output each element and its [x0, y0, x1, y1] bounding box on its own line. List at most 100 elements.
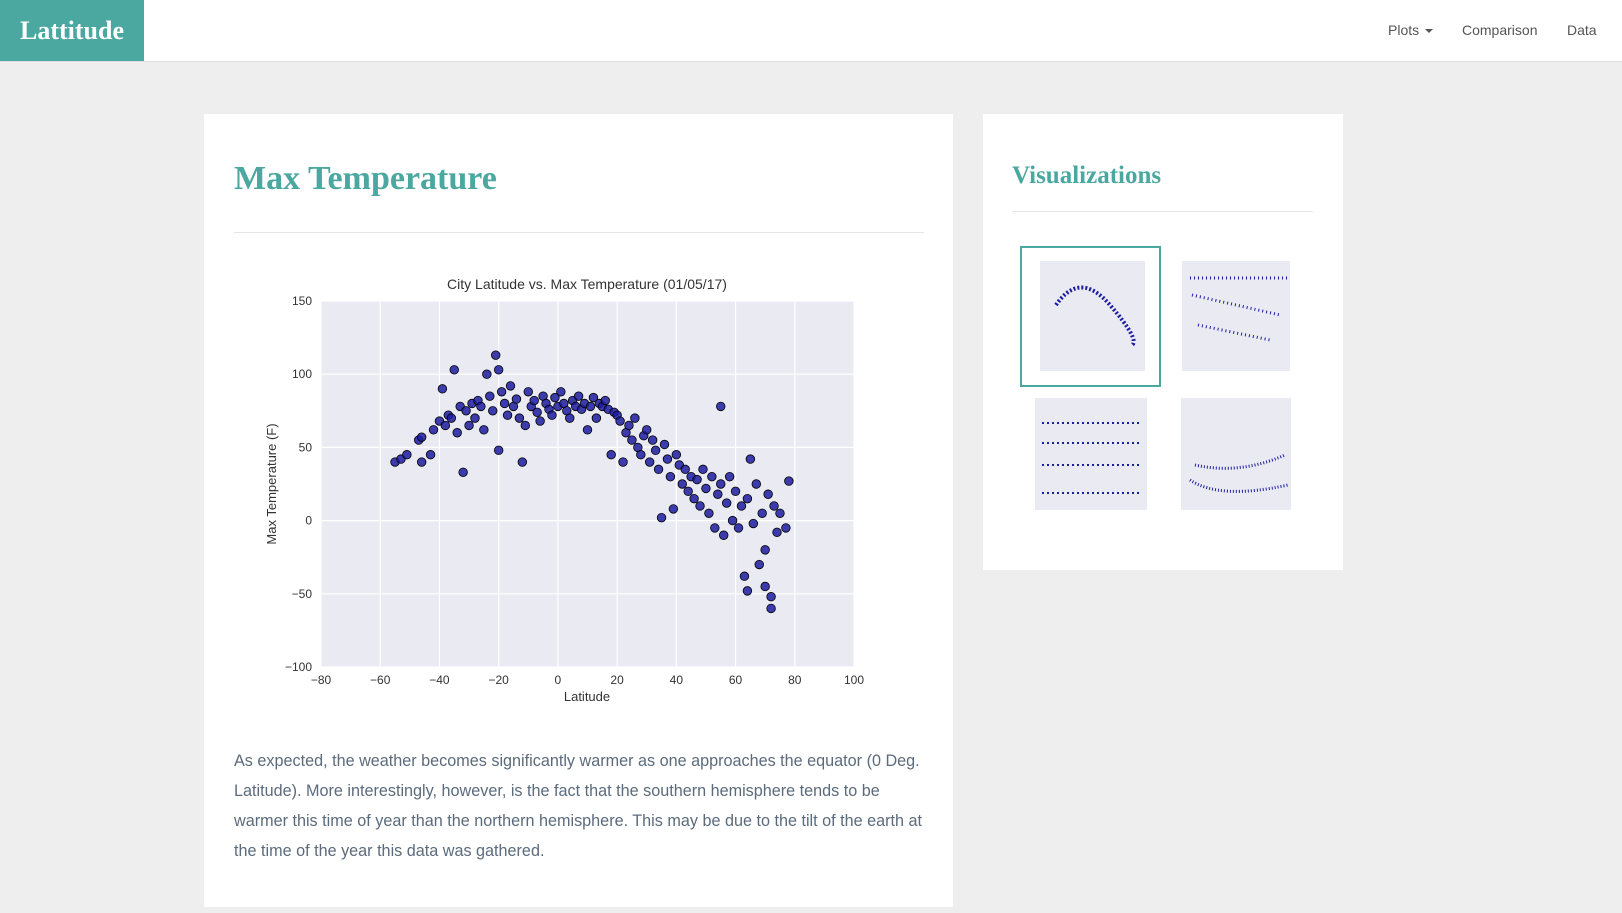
point	[763, 489, 773, 499]
point	[437, 384, 448, 394]
point	[766, 592, 776, 602]
point	[482, 369, 492, 379]
divider	[1012, 211, 1313, 212]
nav-comparison[interactable]: Comparison	[1462, 22, 1538, 38]
point	[449, 365, 459, 375]
point	[532, 407, 542, 417]
point	[547, 410, 557, 420]
point	[402, 450, 412, 460]
point	[695, 501, 705, 511]
chart: City Latitude vs. Max Temperature (01/05…	[264, 276, 864, 704]
point	[461, 406, 471, 416]
point	[757, 508, 767, 518]
point	[485, 391, 495, 401]
x-tick-label: 100	[844, 673, 864, 687]
point	[496, 387, 507, 397]
point	[416, 457, 427, 467]
point	[739, 571, 750, 581]
x-tick-label: 60	[729, 673, 743, 687]
point	[446, 413, 456, 423]
nav-label: Plots	[1388, 22, 1420, 38]
description: As expected, the weather becomes signifi…	[234, 752, 923, 860]
sidebar-title: Visualizations	[1012, 162, 1162, 189]
point	[716, 479, 726, 489]
point	[627, 435, 637, 445]
point	[650, 445, 661, 456]
point	[644, 457, 655, 467]
point	[692, 474, 702, 485]
point	[766, 603, 776, 614]
point	[677, 479, 687, 489]
point	[470, 413, 480, 423]
y-tick-label: −100	[285, 660, 312, 674]
point	[615, 416, 625, 426]
point	[647, 435, 658, 445]
point	[751, 479, 761, 489]
point	[710, 523, 720, 533]
point	[520, 420, 531, 431]
point	[585, 401, 596, 412]
x-tick-label: −80	[311, 673, 332, 687]
point	[479, 425, 489, 435]
point	[760, 581, 770, 592]
point	[529, 395, 539, 406]
thumbnail-plot[interactable]	[1181, 398, 1291, 510]
point	[716, 401, 726, 412]
y-tick-label: 150	[292, 294, 312, 308]
point	[606, 450, 616, 460]
thumbnail-plot[interactable]	[1035, 398, 1147, 510]
point	[668, 504, 679, 514]
y-axis-label: Max Temperature (F)	[264, 423, 279, 544]
point	[662, 454, 673, 464]
point	[458, 467, 468, 477]
point	[636, 450, 646, 460]
point	[517, 457, 528, 467]
nav-plots[interactable]: Plots	[1388, 22, 1434, 38]
point	[428, 425, 439, 435]
point	[733, 523, 744, 533]
point	[491, 350, 501, 360]
point	[671, 450, 682, 460]
point	[502, 410, 513, 420]
thumbnails	[1020, 246, 1291, 510]
point	[440, 420, 451, 431]
thumbnail-dots	[1189, 453, 1289, 493]
point	[535, 416, 545, 426]
point	[600, 395, 610, 406]
point	[573, 391, 584, 401]
point	[707, 471, 717, 482]
point	[781, 523, 791, 533]
point	[745, 454, 756, 464]
point	[659, 439, 670, 450]
thumbnail-plot[interactable]	[1182, 261, 1290, 371]
x-axis-label: Latitude	[564, 689, 610, 704]
point	[493, 365, 504, 375]
point	[689, 493, 699, 504]
point	[488, 406, 498, 416]
point	[701, 483, 711, 494]
nav-data[interactable]: Data	[1567, 22, 1597, 38]
point	[742, 586, 753, 596]
point	[760, 545, 770, 555]
point	[784, 476, 794, 486]
point	[514, 413, 525, 423]
point	[775, 508, 785, 518]
point	[754, 559, 764, 570]
point	[505, 381, 516, 391]
divider	[234, 232, 924, 233]
point	[582, 425, 593, 435]
main-title: Max Temperature	[234, 160, 497, 197]
point	[511, 394, 522, 404]
thumbnail-plot	[1040, 261, 1145, 371]
point	[721, 498, 732, 508]
navbar: Lattitude Plots Comparison Data	[0, 0, 1622, 62]
caret	[1425, 29, 1434, 34]
brand[interactable]: Lattitude	[0, 0, 144, 61]
x-tick-label: 20	[610, 673, 624, 687]
point	[680, 464, 690, 475]
point	[772, 527, 782, 538]
point	[630, 413, 640, 423]
point	[742, 493, 753, 504]
point	[642, 425, 652, 435]
point	[736, 501, 747, 511]
